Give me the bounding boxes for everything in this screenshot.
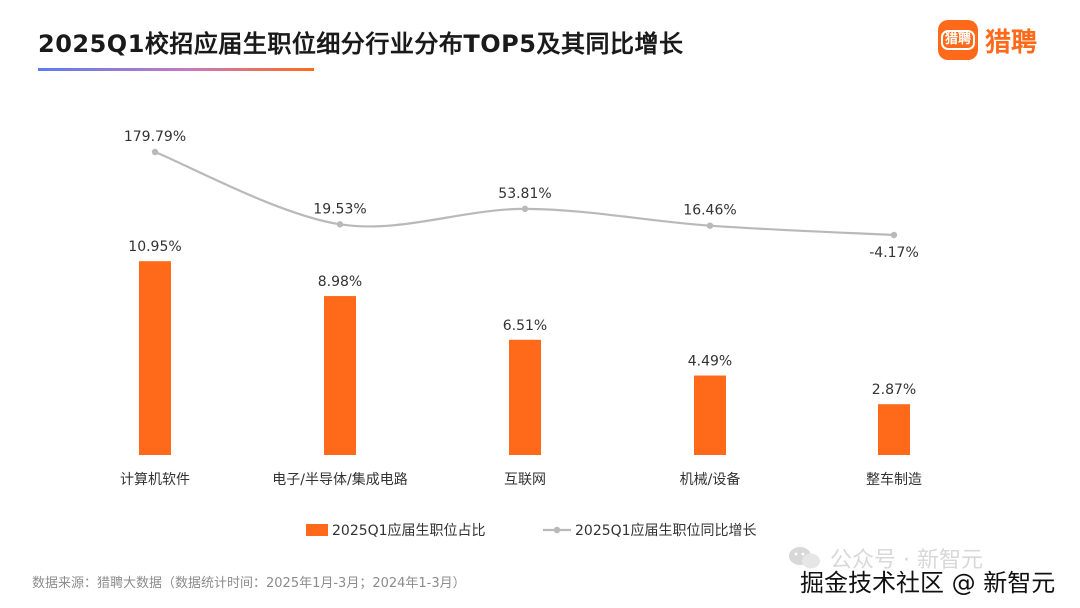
category-label: 计算机软件 bbox=[120, 472, 190, 488]
line-point-1 bbox=[336, 221, 344, 228]
labels-layer: 10.95% 计算机软件 8.98% 电子/半导体/集成电路 6.51% 互联网 4.49%… bbox=[120, 129, 922, 488]
legend-line-marker bbox=[553, 526, 561, 534]
bar-value-label: 2.87% bbox=[872, 382, 916, 398]
bar-1 bbox=[324, 296, 356, 455]
legend-line-label: 2025Q1应届生职位同比增长 bbox=[575, 522, 757, 539]
liepin-logo: 猎聘 猎聘 bbox=[938, 20, 1037, 60]
line-point-3 bbox=[706, 222, 714, 229]
bar-value-label: 8.98% bbox=[318, 274, 362, 290]
watermark-bottom-text: 掘金技术社区 @ 新智元 bbox=[800, 569, 1056, 597]
line-value-label: 19.53% bbox=[313, 201, 366, 217]
category-label: 整车制造 bbox=[866, 471, 922, 488]
line-value-label: -4.17% bbox=[869, 245, 919, 261]
logo-icon-text: 猎聘 bbox=[940, 30, 975, 50]
line-value-label: 16.46% bbox=[683, 203, 736, 219]
category-label: 互联网 bbox=[504, 472, 546, 488]
bar-3 bbox=[694, 375, 726, 455]
line-point-2 bbox=[521, 205, 529, 213]
logo-text: 猎聘 bbox=[985, 27, 1038, 58]
bar-4 bbox=[878, 404, 910, 455]
line-layer bbox=[151, 148, 898, 239]
line-value-label: 179.79% bbox=[124, 129, 186, 145]
line-point-4 bbox=[890, 231, 898, 239]
legend-bar-swatch bbox=[306, 524, 328, 536]
category-label: 机械/设备 bbox=[680, 471, 741, 488]
liepin-logo-icon: 猎聘 bbox=[938, 20, 978, 60]
line-value-label: 53.81% bbox=[498, 186, 551, 202]
category-label: 电子/半导体/集成电路 bbox=[272, 471, 407, 488]
bar-2 bbox=[509, 339, 541, 455]
watermark-top-text: 公众号 · 新智元 bbox=[830, 548, 983, 573]
title-underline bbox=[38, 68, 314, 71]
data-source-note: 数据来源：猎聘大数据（数据统计时间：2025年1月-3月；2024年1-3月） bbox=[32, 576, 466, 591]
bar-value-label: 4.49% bbox=[688, 354, 732, 370]
bar-0 bbox=[139, 261, 171, 455]
wechat-icon bbox=[788, 546, 822, 570]
bar-value-label: 6.51% bbox=[503, 318, 547, 334]
chart-title: 2025Q1校招应届生职位细分行业分布TOP5及其同比增长 bbox=[38, 30, 684, 58]
bars-layer bbox=[139, 261, 910, 455]
legend-bar-label: 2025Q1应届生职位占比 bbox=[332, 522, 486, 539]
bar-value-label: 10.95% bbox=[128, 239, 181, 255]
line-point-0 bbox=[151, 148, 159, 156]
legend: 2025Q1应届生职位占比 2025Q1应届生职位同比增长 bbox=[306, 522, 757, 539]
wechat-watermark: 公众号 · 新智元 bbox=[788, 542, 983, 574]
